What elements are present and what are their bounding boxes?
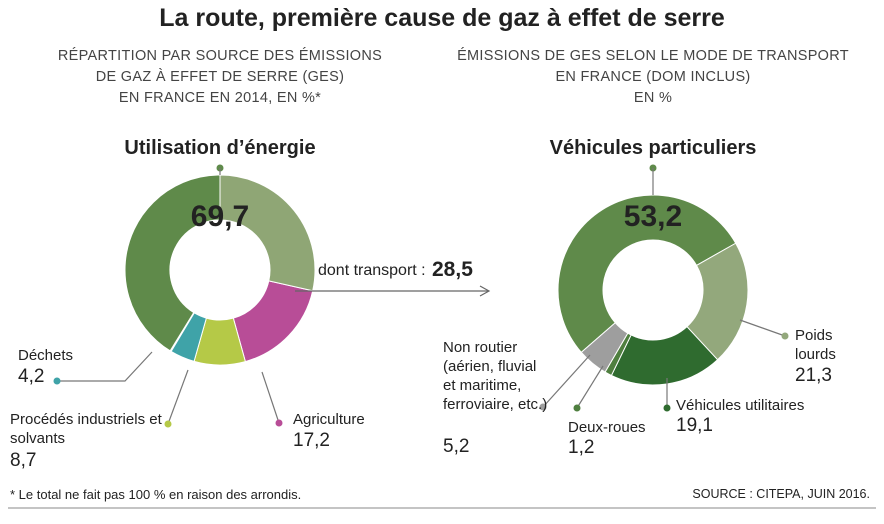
subtitle-line: EN FRANCE (DOM INCLUS) xyxy=(555,69,751,85)
footnote: * Le total ne fait pas 100 % en raison d… xyxy=(10,487,302,502)
annotation-value: 28,5 xyxy=(432,258,473,281)
leader-line xyxy=(57,351,153,382)
value-label: 5,2 xyxy=(443,436,470,457)
leader-line xyxy=(576,365,604,409)
main-title: La route, première cause de gaz à effet … xyxy=(159,4,725,32)
category-label: Véhicules particuliers xyxy=(549,137,757,159)
leader-dot xyxy=(573,404,581,412)
category-label: Utilisation d’énergie xyxy=(124,137,316,159)
leader-dot xyxy=(781,332,789,340)
leader-dot xyxy=(275,419,283,427)
category-label: Deux-roues xyxy=(568,419,646,436)
subtitle-line: RÉPARTITION PAR SOURCE DES ÉMISSIONS xyxy=(57,48,383,64)
leader-line xyxy=(542,354,591,408)
donut-slice xyxy=(232,280,314,363)
category-label: Procédés industriels et solvants xyxy=(10,411,162,447)
category-label: Non routier (aérien, fluvial et maritime… xyxy=(443,339,548,413)
donut-slice xyxy=(170,312,207,363)
category-label: Agriculture xyxy=(293,411,365,428)
value-label: 69,7 xyxy=(190,200,250,233)
arrow-head xyxy=(479,285,491,297)
subtitle-line: DE GAZ À EFFET DE SERRE (GES) xyxy=(95,69,345,85)
subtitle-line: EN % xyxy=(633,90,673,106)
source: SOURCE : CITEPA, JUIN 2016. xyxy=(692,487,870,501)
value-label: 17,2 xyxy=(293,430,330,451)
donut-sub-slice xyxy=(219,174,316,292)
leader-line xyxy=(739,319,786,337)
leader-line xyxy=(261,371,280,424)
donut-slice xyxy=(580,322,629,373)
category-label: Véhicules utilitaires xyxy=(676,397,805,414)
value-label: 1,2 xyxy=(568,437,595,458)
subtitle-line: EN FRANCE EN 2014, EN %* xyxy=(118,90,322,106)
value-label: 21,3 xyxy=(795,365,832,386)
leader-dot xyxy=(539,403,547,411)
value-label: 19,1 xyxy=(676,415,713,436)
leader-dot xyxy=(164,420,172,428)
category-label: Déchets xyxy=(18,347,74,364)
donut-slice xyxy=(557,194,737,354)
subtitle-line: ÉMISSIONS DE GES SELON LE MODE DE TRANSP… xyxy=(457,48,849,64)
category-label: Poids lourds xyxy=(795,327,836,363)
leader-dot xyxy=(53,377,61,385)
leader-line xyxy=(167,369,189,425)
value-label: 53,2 xyxy=(623,200,683,233)
value-label: 4,2 xyxy=(18,366,45,387)
leader-dot xyxy=(663,404,671,412)
value-label: 8,7 xyxy=(10,450,37,471)
annotation-text: dont transport : xyxy=(318,262,426,279)
